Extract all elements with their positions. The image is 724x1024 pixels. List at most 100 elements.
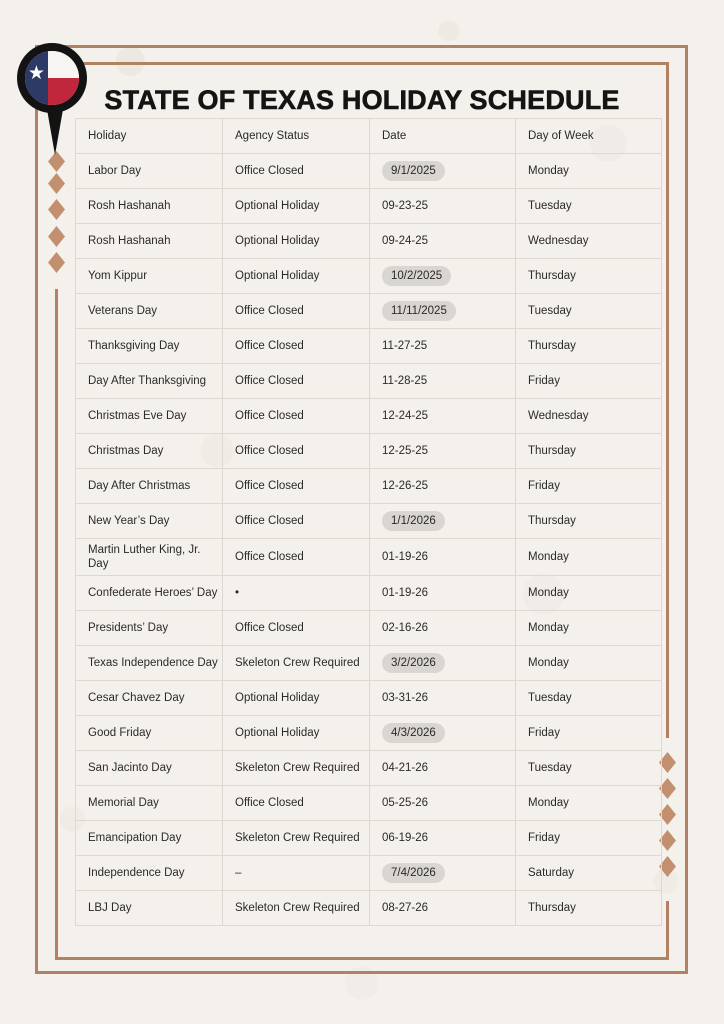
date-cell: 12-24-25 — [369, 398, 516, 434]
holiday-table: Holiday Agency Status Date Day of Week L… — [75, 118, 662, 926]
decorative-border-inner-left — [55, 289, 58, 960]
table-row: Confederate Heroes’ Day • 01-19-26 Monday — [75, 575, 662, 611]
table-row: Day After Christmas Office Closed 12-26-25… — [75, 468, 662, 504]
table-row: Christmas Eve Day Office Closed 12-24-25 We… — [75, 398, 662, 434]
day-of-week-cell: Thursday — [515, 503, 662, 539]
page-title: STATE OF TEXAS HOLIDAY SCHEDULE — [104, 85, 620, 116]
table-row: Labor Day Office Closed 9/1/2025 Monday — [75, 153, 662, 189]
date-cell: 09-24-25 — [369, 223, 516, 259]
holiday-cell: Day After Thanksgiving — [75, 363, 223, 399]
diamond-icon — [659, 752, 676, 773]
holiday-cell: Emancipation Day — [75, 820, 223, 856]
holiday-cell: LBJ Day — [75, 890, 223, 926]
table-row: Memorial Day Office Closed 05-25-26 Monday — [75, 785, 662, 821]
day-of-week-cell: Friday — [515, 363, 662, 399]
day-of-week-cell: Friday — [515, 715, 662, 751]
date-highlight-pill: 3/2/2026 — [382, 653, 445, 673]
date-highlight-pill: 11/11/2025 — [382, 301, 456, 321]
agency-status-cell: Office Closed — [222, 503, 370, 539]
date-cell: 12-25-25 — [369, 433, 516, 469]
holiday-cell: Confederate Heroes’ Day — [75, 575, 223, 611]
date-cell: 04-21-26 — [369, 750, 516, 786]
table-row: Yom Kippur Optional Holiday 10/2/2025 Thurs… — [75, 258, 662, 294]
day-of-week-cell: Monday — [515, 645, 662, 681]
date-cell: 11/11/2025 — [369, 293, 516, 329]
date-highlight-pill: 1/1/2026 — [382, 511, 445, 531]
date-highlight-pill: 9/1/2025 — [382, 161, 445, 181]
day-of-week-cell: Monday — [515, 538, 662, 576]
decorative-border-inner-top — [55, 62, 669, 65]
day-of-week-cell: Monday — [515, 575, 662, 611]
agency-status-cell: Office Closed — [222, 785, 370, 821]
holiday-cell: Memorial Day — [75, 785, 223, 821]
decorative-border-inner-right-upper — [666, 62, 669, 738]
date-cell: 7/4/2026 — [369, 855, 516, 891]
holiday-cell: Rosh Hashanah — [75, 223, 223, 259]
date-cell: 02-16-26 — [369, 610, 516, 646]
date-cell: 11-27-25 — [369, 328, 516, 364]
table-row: San Jacinto Day Skeleton Crew Required 04-… — [75, 750, 662, 786]
date-cell: 10/2/2025 — [369, 258, 516, 294]
diamond-icon — [659, 804, 676, 825]
agency-status-cell: Skeleton Crew Required — [222, 890, 370, 926]
date-cell: 03-31-26 — [369, 680, 516, 716]
day-of-week-cell: Monday — [515, 785, 662, 821]
agency-status-cell: Skeleton Crew Required — [222, 820, 370, 856]
agency-status-cell: Optional Holiday — [222, 223, 370, 259]
table-row: Emancipation Day Skeleton Crew Required 06… — [75, 820, 662, 856]
texas-flag-icon: ★ — [25, 51, 79, 105]
flag-red-stripe — [47, 78, 79, 105]
agency-status-cell: Skeleton Crew Required — [222, 645, 370, 681]
date-cell: 11-28-25 — [369, 363, 516, 399]
day-of-week-cell: Friday — [515, 468, 662, 504]
date-cell: 4/3/2026 — [369, 715, 516, 751]
day-of-week-cell: Monday — [515, 153, 662, 189]
date-cell: 3/2/2026 — [369, 645, 516, 681]
table-row: LBJ Day Skeleton Crew Required 08-27-26 Thu… — [75, 890, 662, 926]
date-cell: 05-25-26 — [369, 785, 516, 821]
agency-status-cell: Office Closed — [222, 328, 370, 364]
agency-status-cell: Office Closed — [222, 468, 370, 504]
table-row: Cesar Chavez Day Optional Holiday 03-31-26… — [75, 680, 662, 716]
date-cell: 08-27-26 — [369, 890, 516, 926]
diamond-icon — [659, 830, 676, 851]
date-highlight-pill: 10/2/2025 — [382, 266, 452, 286]
day-of-week-cell: Tuesday — [515, 188, 662, 224]
table-row: Rosh Hashanah Optional Holiday 09-24-25 Wed… — [75, 223, 662, 259]
decorative-border-inner-bottom — [55, 957, 669, 960]
day-of-week-cell: Thursday — [515, 433, 662, 469]
column-header-agency-status: Agency Status — [222, 118, 370, 154]
day-of-week-cell: Friday — [515, 820, 662, 856]
agency-status-cell: – — [222, 855, 370, 891]
date-cell: 06-19-26 — [369, 820, 516, 856]
holiday-table-body: Labor Day Office Closed 9/1/2025 Monday Rosh… — [75, 153, 662, 926]
date-cell: 01-19-26 — [369, 538, 516, 576]
agency-status-cell: Office Closed — [222, 433, 370, 469]
table-row: Presidents’ Day Office Closed 02-16-26 Mond… — [75, 610, 662, 646]
agency-status-cell: • — [222, 575, 370, 611]
agency-status-cell: Office Closed — [222, 398, 370, 434]
holiday-cell: Cesar Chavez Day — [75, 680, 223, 716]
date-cell: 09-23-25 — [369, 188, 516, 224]
star-icon: ★ — [27, 63, 45, 84]
date-cell: 1/1/2026 — [369, 503, 516, 539]
diamond-icon — [48, 199, 65, 220]
date-highlight-pill: 7/4/2026 — [382, 863, 445, 883]
holiday-cell: Day After Christmas — [75, 468, 223, 504]
holiday-cell: Labor Day — [75, 153, 223, 189]
table-row: Veterans Day Office Closed 11/11/2025 Tuesd… — [75, 293, 662, 329]
flag-blue-bar — [25, 51, 48, 105]
day-of-week-cell: Tuesday — [515, 750, 662, 786]
date-highlight-pill: 4/3/2026 — [382, 723, 445, 743]
holiday-cell: Martin Luther King, Jr. Day — [75, 538, 223, 576]
table-row: Day After Thanksgiving Office Closed 11-28… — [75, 363, 662, 399]
table-row: New Year’s Day Office Closed 1/1/2026 Thurs… — [75, 503, 662, 539]
diamond-icon — [48, 173, 65, 194]
table-row: Good Friday Optional Holiday 4/3/2026 Frida… — [75, 715, 662, 751]
agency-status-cell: Skeleton Crew Required — [222, 750, 370, 786]
diamond-icon — [659, 856, 676, 877]
day-of-week-cell: Thursday — [515, 328, 662, 364]
table-row: Christmas Day Office Closed 12-25-25 Thursd… — [75, 433, 662, 469]
day-of-week-cell: Thursday — [515, 890, 662, 926]
